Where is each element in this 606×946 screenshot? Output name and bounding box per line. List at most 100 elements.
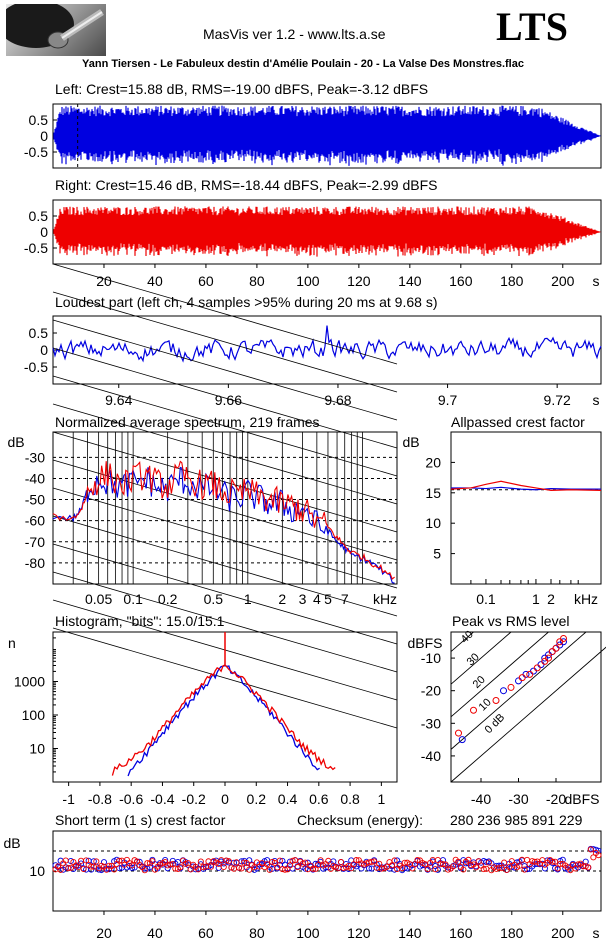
short-term-left-point (302, 865, 309, 872)
loudest-part-line (52, 325, 602, 363)
spectrum-xtick-label: 0.5 (204, 591, 224, 607)
short-term-right-point (187, 866, 194, 873)
short-term-right-point (325, 857, 332, 864)
allpassed-ytick-label: 15 (425, 485, 441, 501)
short-term-right-point (554, 865, 561, 872)
short-term-left-point (391, 866, 398, 873)
short-term-right-point (388, 862, 396, 869)
histogram-xtick-label: -0.6 (119, 791, 143, 807)
peak-rms-right-point (526, 670, 534, 678)
spectrum-xtick-label: 4 (313, 591, 321, 607)
spectrum-slope-line (52, 291, 398, 393)
time-axis-label: 140 (398, 273, 422, 289)
peak-rms-left-point (530, 667, 537, 675)
histogram-ytick-label: 10 (29, 740, 45, 756)
short-term-left-point (582, 858, 589, 865)
allpassed-left-line (451, 486, 601, 491)
spectrum-x-unit: kHz (373, 591, 397, 607)
short-term-right-point (93, 858, 100, 865)
spectrum-ytick-label: -30 (25, 449, 45, 465)
short-term-right-point (590, 854, 597, 861)
spectrum-ytick-label: -80 (25, 555, 45, 571)
short-term-right-point (271, 859, 278, 866)
peak-rms-right-point (455, 729, 462, 737)
peak-rms-right-point (545, 654, 552, 662)
short-term-right-point (465, 856, 472, 863)
checksum-value: 280 236 985 891 229 (450, 812, 583, 828)
short-term-xtick-label: 60 (198, 925, 214, 941)
histogram-xtick-label: -0.2 (182, 791, 206, 807)
short-term-right-point (424, 866, 431, 873)
peak-rms-diagonal (450, 631, 549, 718)
histogram-left-line (127, 664, 320, 777)
spectrum-slope-line (52, 375, 398, 477)
peak-rms-x-unit: dBFS (564, 791, 599, 807)
spectrum-slope-line (52, 347, 398, 449)
allpassed-xtick-label: 0.1 (476, 591, 496, 607)
app-title: MasVis ver 1.2 - www.lts.a.se (203, 26, 386, 42)
short-term-right-point (587, 846, 594, 853)
short-term-left-point (434, 866, 441, 873)
short-term-right-point (225, 858, 232, 865)
allpassed-ytick-label: 5 (433, 546, 441, 562)
short-term-right-point (67, 864, 74, 871)
short-term-right-point (281, 866, 288, 873)
spectrum-slope-line (52, 403, 398, 505)
short-term-right-point (467, 862, 475, 869)
time-axis-label: 60 (198, 273, 214, 289)
short-term-right-point (294, 864, 301, 871)
short-term-left-point (366, 865, 373, 872)
left-channel-ytick-label: 0.5 (29, 112, 49, 128)
short-term-left-point (541, 865, 548, 872)
short-term-title: Short term (1 s) crest factor (55, 812, 226, 828)
loudest-part-title: Loudest part (left ch, 4 samples >95% du… (55, 294, 438, 310)
short-term-right-point (506, 864, 513, 871)
peak-rms-diagonal-label: 20 (471, 674, 488, 691)
short-term-right-point (340, 864, 347, 871)
short-term-ytick-label: 10 (29, 863, 45, 879)
short-term-right-point (414, 856, 421, 864)
histogram-right-line (111, 664, 336, 776)
histogram-ytick-label: 1000 (14, 673, 45, 689)
histogram-xtick-label: 0.4 (278, 791, 298, 807)
short-term-right-point (169, 861, 176, 868)
short-term-right-point (353, 857, 360, 864)
spectrum-ytick-label: -60 (25, 513, 45, 529)
loudest-xtick-label: 9.68 (324, 392, 351, 408)
spectrum-right-line (52, 460, 395, 580)
loudest-xtick-label: 9.72 (544, 392, 571, 408)
short-term-right-point (521, 866, 528, 873)
short-term-right-point (111, 866, 118, 873)
peak-rms-diagonals (450, 631, 606, 783)
right-channel-ytick-label: -0.5 (24, 240, 48, 256)
short-term-x-unit: s (593, 925, 600, 941)
spectrum-xtick-label: 3 (299, 591, 307, 607)
short-term-right-point (141, 867, 148, 874)
peak-rms-right-point (470, 706, 477, 714)
short-term-right-point (286, 862, 294, 869)
right-channel-waveform (53, 206, 601, 257)
loudest-xtick-label: 9.66 (215, 392, 242, 408)
right-channel-ytick-label: 0.5 (29, 208, 49, 224)
spectrum-xtick-label: 5 (324, 591, 332, 607)
spectrum-xtick-label: 1 (244, 591, 252, 607)
peak-rms-left-point (537, 661, 545, 669)
time-axis-label: 180 (500, 273, 524, 289)
short-term-right-point (246, 866, 253, 873)
short-term-right-point (220, 863, 227, 871)
short-term-left-point (264, 857, 271, 864)
histogram-xtick-label: 0 (221, 791, 229, 807)
time-axis-label: 120 (347, 273, 371, 289)
peak-rms-title: Peak vs RMS level (452, 613, 570, 629)
spectrum-xtick-label: 0.2 (158, 591, 178, 607)
short-term-right-point (144, 860, 151, 867)
short-term-right-point (368, 858, 375, 865)
short-term-xtick-label: 180 (500, 925, 524, 941)
peak-rms-frame (450, 631, 602, 783)
short-term-xtick-label: 120 (347, 925, 371, 941)
short-term-right-point (57, 866, 64, 873)
short-term-right-point (480, 866, 487, 873)
short-term-right-point (276, 857, 283, 864)
short-term-right-point (116, 857, 123, 864)
peak-rms-right-point (560, 635, 567, 643)
